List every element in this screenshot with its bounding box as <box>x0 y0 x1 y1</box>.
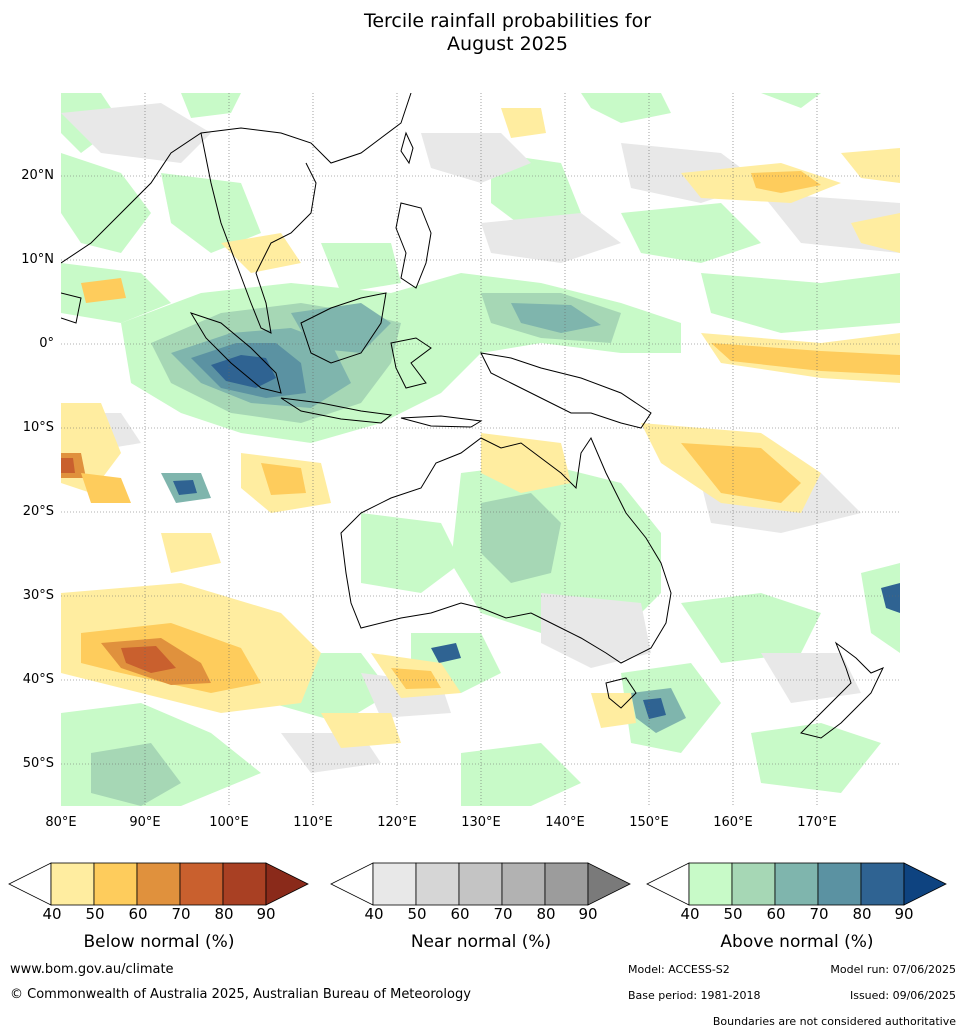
lat-label-10s: 10°S <box>22 420 54 435</box>
lon-label-120e: 120°E <box>377 815 417 830</box>
colorbar-extend-high <box>587 862 631 906</box>
above-tick-90: 90 <box>894 905 914 923</box>
colorbar-swatch <box>50 862 95 906</box>
colorbar-swatch <box>136 862 181 906</box>
lon-label-170e: 170°E <box>797 815 837 830</box>
issued-label: Issued: 09/06/2025 <box>849 989 956 1002</box>
colorbar-swatch <box>179 862 224 906</box>
lon-label-160e: 160°E <box>713 815 753 830</box>
above-tick-70: 70 <box>809 905 829 923</box>
above-tick-60: 60 <box>766 905 786 923</box>
colorbar-swatch <box>688 862 733 906</box>
colorbar-extend-low <box>8 862 52 906</box>
lon-label-110e: 110°E <box>293 815 333 830</box>
colorbar-extend-low <box>330 862 374 906</box>
lat-label-20s: 20°S <box>22 504 54 519</box>
below-tick-90: 90 <box>256 905 276 923</box>
lon-label-130e: 130°E <box>461 815 501 830</box>
lat-label-50s: 50°S <box>22 756 54 771</box>
colorbar-title-below: Below normal (%) <box>83 932 235 952</box>
map-title-line-2: August 2025 <box>447 33 568 55</box>
below-tick-80: 80 <box>214 905 234 923</box>
lat-label-40s: 40°S <box>22 672 54 687</box>
map-canvas <box>61 93 900 806</box>
lon-label-90e: 90°E <box>129 815 161 830</box>
above-tick-80: 80 <box>852 905 872 923</box>
lat-label-20n: 20°N <box>21 168 54 183</box>
copyright-notice: © Commonwealth of Australia 2025, Austra… <box>10 987 471 1002</box>
colorbar-swatch <box>501 862 546 906</box>
lat-label-30s: 30°S <box>22 588 54 603</box>
model-label: Model: ACCESS-S2 <box>628 963 730 976</box>
boundary-disclaimer: Boundaries are not considered authoritat… <box>712 1015 956 1028</box>
colorbar-swatch <box>93 862 138 906</box>
lon-label-140e: 140°E <box>545 815 585 830</box>
map-title: Tercile rainfall probabilities for Augus… <box>0 10 965 56</box>
below-tick-70: 70 <box>171 905 191 923</box>
colorbar-above-normal <box>646 862 947 906</box>
colorbar-title-near: Near normal (%) <box>410 932 552 952</box>
colorbar-extend-high <box>903 862 947 906</box>
colorbar-below-normal <box>8 862 309 906</box>
lon-label-80e: 80°E <box>45 815 77 830</box>
below-tick-60: 60 <box>128 905 148 923</box>
colorbar-swatch <box>731 862 776 906</box>
colorbar-swatch <box>544 862 589 906</box>
probability-shading <box>61 93 900 806</box>
near-tick-50: 50 <box>407 905 427 923</box>
colorbar-swatch <box>415 862 460 906</box>
website-link[interactable]: www.bom.gov.au/climate <box>10 962 174 977</box>
colorbar-swatch <box>817 862 862 906</box>
near-tick-90: 90 <box>578 905 598 923</box>
near-tick-60: 60 <box>450 905 470 923</box>
coastlines <box>61 93 885 739</box>
colorbar-title-above: Above normal (%) <box>720 932 874 952</box>
lon-label-100e: 100°E <box>209 815 249 830</box>
lat-label-0: 0° <box>39 336 54 351</box>
near-tick-80: 80 <box>536 905 556 923</box>
near-tick-70: 70 <box>493 905 513 923</box>
below-tick-50: 50 <box>85 905 105 923</box>
colorbar-extend-high <box>265 862 309 906</box>
colorbar-swatch <box>774 862 819 906</box>
below-tick-40: 40 <box>42 905 62 923</box>
lon-label-150e: 150°E <box>629 815 669 830</box>
colorbar-swatch <box>222 862 267 906</box>
colorbar-extend-low <box>646 862 690 906</box>
map-title-line-1: Tercile rainfall probabilities for <box>363 10 652 32</box>
colorbar-near-normal <box>330 862 631 906</box>
colorbar-swatch <box>458 862 503 906</box>
above-tick-40: 40 <box>680 905 700 923</box>
near-tick-40: 40 <box>364 905 384 923</box>
lat-label-10n: 10°N <box>21 252 54 267</box>
base-period-label: Base period: 1981-2018 <box>628 989 761 1002</box>
above-tick-50: 50 <box>723 905 743 923</box>
gridlines <box>61 93 900 806</box>
probability-map <box>61 93 900 806</box>
colorbar-swatch <box>372 862 417 906</box>
colorbar-swatch <box>860 862 905 906</box>
model-run-label: Model run: 07/06/2025 <box>830 963 956 976</box>
